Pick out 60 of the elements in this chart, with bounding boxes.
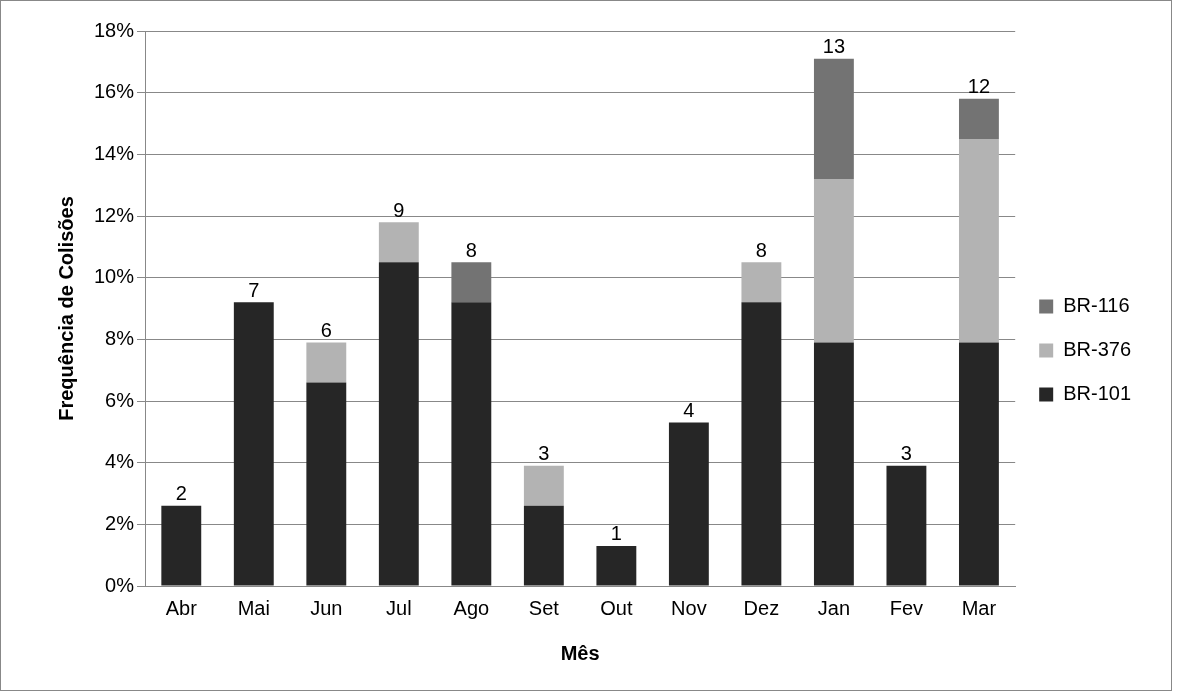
bar — [161, 505, 202, 586]
x-tick-label: Fev — [889, 596, 924, 619]
y-tick-label: 6% — [105, 388, 135, 411]
x-tick-label: Jul — [386, 596, 412, 619]
bar — [233, 302, 274, 586]
y-tick-label: 0% — [105, 573, 135, 596]
y-tick-label: 8% — [105, 326, 135, 349]
annotation: 7 — [248, 278, 260, 301]
bar — [596, 545, 637, 586]
y-tick-label: 10% — [94, 265, 135, 288]
legend-label: BR-116 — [1063, 294, 1130, 317]
annotation: 8 — [755, 238, 767, 261]
annotation: 3 — [900, 442, 912, 465]
bar — [813, 179, 854, 343]
annotation: 3 — [538, 442, 550, 465]
annotation: 6 — [320, 318, 332, 341]
legend-label: BR-101 — [1063, 382, 1131, 405]
bar — [741, 302, 782, 586]
x-tick-label: Mar — [961, 596, 997, 619]
y-tick-label: 16% — [94, 80, 135, 103]
bar — [378, 262, 419, 586]
bar — [741, 262, 782, 303]
x-tick-label: Jun — [310, 596, 343, 619]
annotation: 12 — [967, 75, 991, 98]
y-tick-label: 12% — [94, 203, 135, 226]
x-tick-label: Dez — [743, 596, 780, 619]
bar — [306, 382, 347, 586]
bar — [306, 342, 347, 383]
x-tick-label: Nov — [671, 596, 707, 619]
bar — [813, 58, 854, 179]
annotation: 8 — [465, 238, 477, 261]
bar — [958, 138, 999, 343]
bar — [886, 465, 927, 586]
bar — [668, 422, 709, 586]
x-axis-title: Mês — [560, 641, 600, 664]
annotation: 9 — [393, 198, 405, 221]
y-tick-label: 14% — [94, 141, 135, 164]
x-tick-label: Out — [600, 596, 633, 619]
annotation: 2 — [175, 482, 187, 505]
bar — [813, 342, 854, 586]
bar — [958, 98, 999, 139]
annotation: 4 — [683, 399, 695, 422]
bar — [451, 302, 492, 586]
bar — [523, 465, 564, 506]
annotation: 1 — [610, 522, 622, 545]
annotation: 13 — [822, 35, 846, 58]
y-tick-label: 4% — [105, 450, 135, 473]
x-tick-label: Abr — [165, 596, 198, 619]
x-tick-label: Mai — [237, 596, 270, 619]
y-tick-label: 18% — [94, 18, 135, 41]
y-axis-title: Frequência de Colisões — [54, 196, 77, 421]
x-tick-label: Jan — [817, 596, 851, 619]
x-tick-label: Ago — [453, 596, 490, 619]
bar — [451, 262, 492, 303]
legend-label: BR-376 — [1063, 338, 1131, 361]
y-tick-label: 2% — [105, 511, 135, 534]
x-tick-label: Set — [528, 596, 560, 619]
bar — [523, 505, 564, 586]
bar — [378, 222, 419, 263]
bar — [958, 342, 999, 586]
